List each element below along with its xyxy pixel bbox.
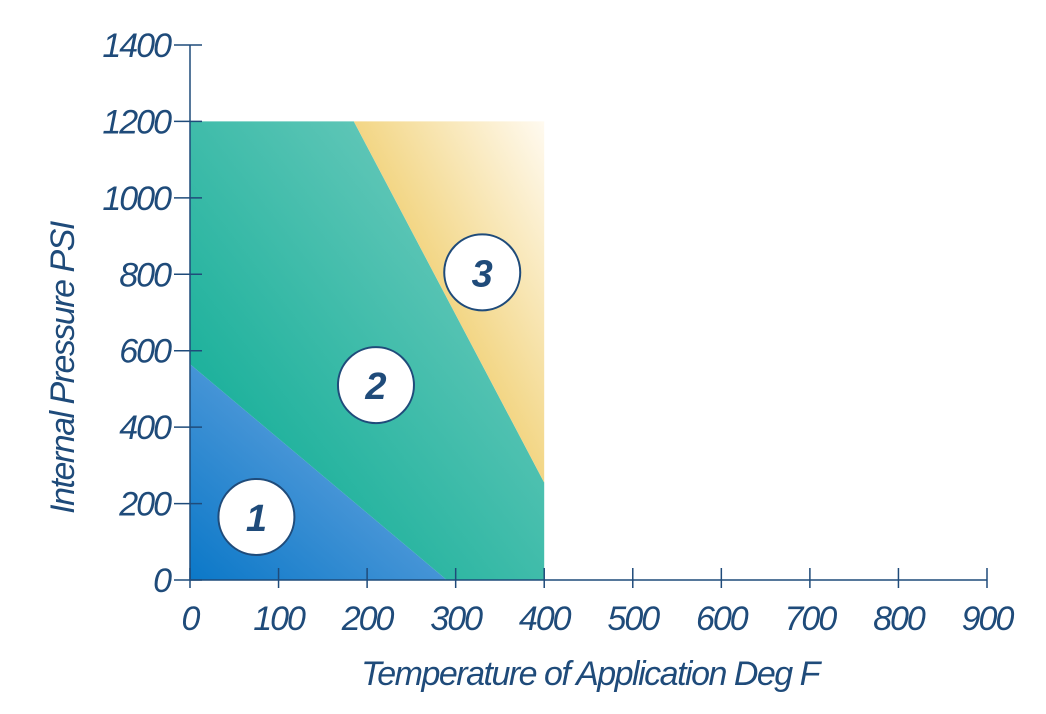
y-tick-label: 200 xyxy=(118,486,172,524)
y-axis-title: Internal Pressure PSI xyxy=(44,220,82,514)
zone-3-area xyxy=(353,121,545,483)
x-tick-label: 100 xyxy=(253,600,306,638)
x-tick-label: 200 xyxy=(341,600,395,638)
x-tick-label: 0 xyxy=(182,600,201,638)
y-tick-label: 0 xyxy=(153,562,172,600)
x-tick-label: 700 xyxy=(785,600,838,638)
zone-1-marker: 1 xyxy=(217,477,296,556)
x-tick-label: 500 xyxy=(607,600,660,638)
zone-2-label: 2 xyxy=(364,366,386,408)
y-tick-label: 1200 xyxy=(102,103,172,141)
y-tick-label: 800 xyxy=(119,256,172,294)
y-tick-label: 1000 xyxy=(102,180,172,218)
zone-3-marker: 3 xyxy=(443,233,522,312)
zone-1-label: 1 xyxy=(246,498,267,540)
x-tick-label: 900 xyxy=(962,600,1015,638)
zone-2-circle xyxy=(336,346,415,425)
x-axis-title: Temperature of Application Deg F xyxy=(361,655,823,693)
zone-3-label: 3 xyxy=(472,253,493,295)
y-tick-label: 1400 xyxy=(102,27,172,65)
x-tick-label: 800 xyxy=(873,600,926,638)
zone-3-circle xyxy=(443,233,522,312)
y-tick-label: 400 xyxy=(119,409,172,447)
x-tick-label: 400 xyxy=(519,600,572,638)
zone-1-circle xyxy=(217,477,296,556)
axes-layer: 0 100 200 300 400 500 600 700 800 900 0 200 400 600 80… xyxy=(102,27,1016,638)
labels-layer: 1 2 3 xyxy=(217,233,522,556)
zone-2-marker: 2 xyxy=(336,346,415,425)
x-tick-label: 300 xyxy=(430,600,483,638)
y-tick-label: 600 xyxy=(119,333,172,371)
x-tick-label: 600 xyxy=(696,600,749,638)
